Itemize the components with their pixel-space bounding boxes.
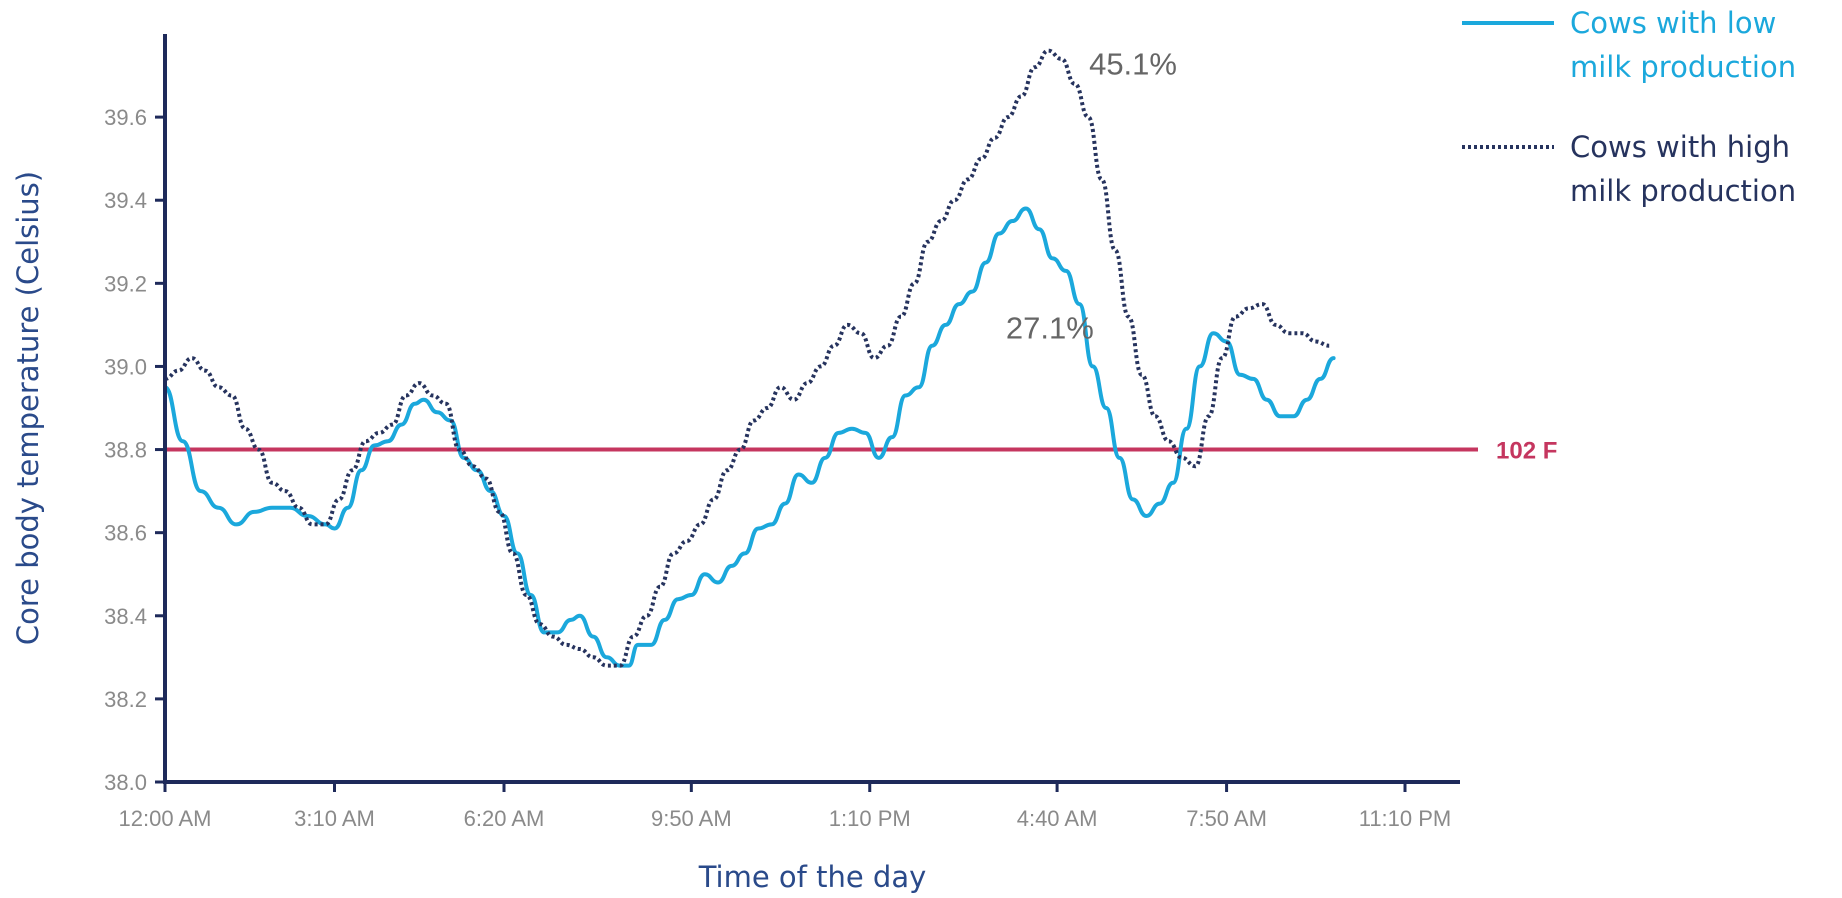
annotation-low-peak: 27.1%	[1006, 311, 1094, 346]
annotation-high-peak: 45.1%	[1089, 47, 1177, 82]
y-tick-label: 38.6	[104, 521, 147, 546]
y-axis-ticks: 38.0 38.2 38.4 38.6 38.8 39.0 39.2 39.4 39.6	[104, 105, 165, 795]
y-tick-label: 39.0	[104, 354, 147, 379]
legend-label-high-line2: milk production	[1570, 174, 1796, 208]
x-tick-label: 4:40 AM	[1017, 806, 1098, 831]
series-group	[163, 48, 1336, 668]
series-line-high-production	[164, 48, 1330, 668]
legend-label-high-line1: Cows with high	[1570, 130, 1790, 164]
reference-line-label: 102 F	[1496, 438, 1557, 465]
legend: Cows with low milk production Cows with …	[1462, 6, 1796, 208]
y-tick-label: 38.4	[104, 604, 147, 629]
legend-label-low-line2: milk production	[1570, 50, 1796, 84]
y-tick-label: 38.8	[104, 438, 147, 463]
x-tick-label: 12:00 AM	[119, 806, 212, 831]
x-tick-label: 6:20 AM	[464, 806, 545, 831]
x-axis-title: Time of the day	[698, 860, 927, 894]
x-tick-label: 11:10 PM	[1359, 806, 1452, 831]
y-tick-label: 39.6	[104, 105, 147, 130]
y-tick-label: 38.2	[104, 687, 147, 712]
legend-item-high: Cows with high milk production	[1462, 130, 1796, 208]
y-tick-label: 38.0	[104, 770, 147, 795]
series-line-low-production	[163, 206, 1336, 668]
x-tick-label: 7:50 AM	[1186, 806, 1267, 831]
x-axis-ticks: 12:00 AM 3:10 AM 6:20 AM 9:50 AM 1:10 PM 4:40…	[119, 782, 1452, 831]
y-axis-title: Core body temperature (Celsius)	[11, 171, 45, 645]
x-tick-label: 3:10 AM	[294, 806, 375, 831]
legend-item-low: Cows with low milk production	[1462, 6, 1796, 84]
x-tick-label: 9:50 AM	[651, 806, 732, 831]
axes	[163, 34, 1460, 784]
legend-label-low-line1: Cows with low	[1570, 6, 1776, 40]
y-tick-label: 39.4	[104, 188, 147, 213]
y-tick-label: 39.2	[104, 271, 147, 296]
x-tick-label: 1:10 PM	[829, 806, 911, 831]
reference-line-group: 102 F	[165, 438, 1557, 465]
